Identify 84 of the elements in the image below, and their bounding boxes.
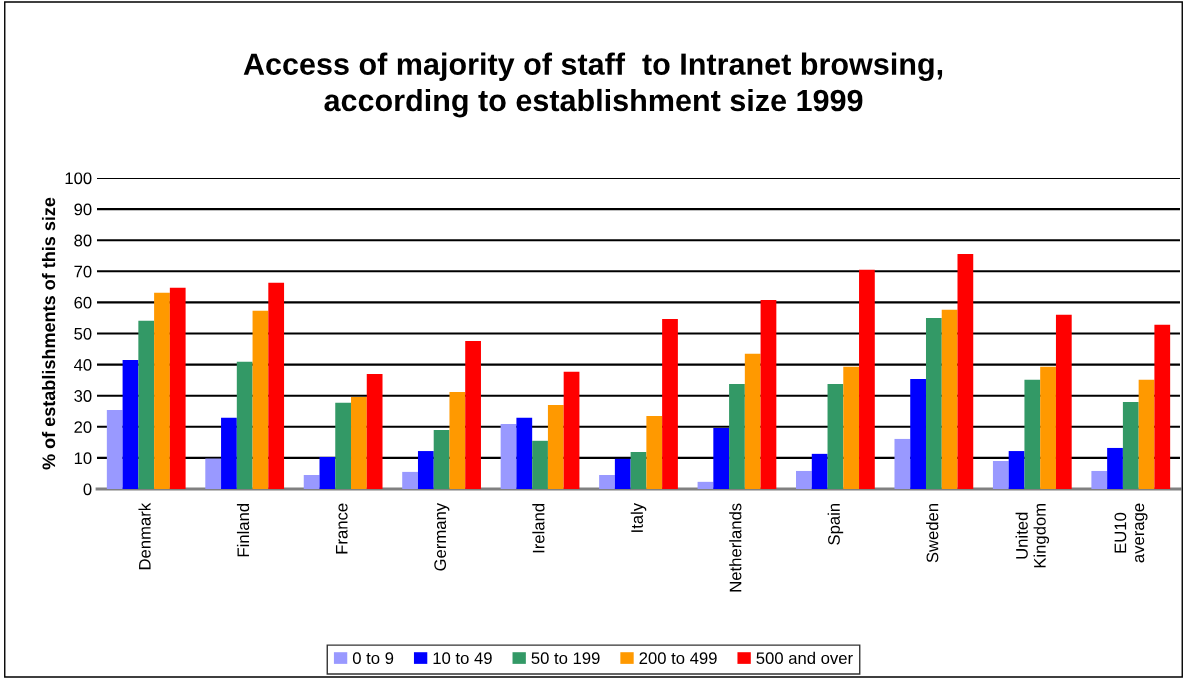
bar bbox=[169, 287, 186, 489]
legend-label: 200 to 499 bbox=[639, 652, 717, 665]
bar bbox=[957, 253, 974, 489]
bar bbox=[547, 405, 564, 489]
legend-label: 0 to 9 bbox=[352, 652, 394, 665]
bar bbox=[319, 456, 336, 489]
bar bbox=[236, 361, 253, 489]
bar bbox=[138, 320, 155, 489]
bar bbox=[563, 371, 580, 489]
bar bbox=[449, 391, 466, 489]
bar bbox=[154, 292, 170, 489]
legend-label: 500 and over bbox=[756, 651, 853, 665]
bar bbox=[910, 378, 926, 489]
y-tick-label: 30 bbox=[74, 390, 92, 402]
legend-label: 10 to 49 bbox=[433, 652, 492, 665]
y-axis-title: % of establishments of this size bbox=[41, 197, 56, 470]
bar bbox=[465, 340, 481, 489]
x-tick-label: Sweden bbox=[926, 503, 939, 563]
y-tick-label: 10 bbox=[74, 452, 92, 465]
bar bbox=[1138, 379, 1155, 489]
bar bbox=[662, 318, 678, 489]
x-tick-label: Italy bbox=[630, 502, 647, 532]
bar bbox=[303, 475, 320, 489]
x-tick-label: EU10 average bbox=[1114, 503, 1148, 563]
bar bbox=[106, 410, 123, 489]
bar bbox=[1008, 451, 1025, 489]
bar bbox=[500, 424, 517, 489]
bar bbox=[599, 475, 615, 489]
bar bbox=[122, 359, 139, 489]
bar bbox=[646, 415, 663, 489]
bar bbox=[335, 402, 352, 489]
bar bbox=[744, 353, 761, 489]
bar bbox=[252, 310, 269, 489]
bar bbox=[941, 309, 958, 489]
x-tick-label: Spain bbox=[827, 503, 844, 545]
y-tick-label: 70 bbox=[74, 265, 92, 278]
y-tick-label: 20 bbox=[74, 421, 92, 433]
bar bbox=[614, 458, 631, 489]
bar bbox=[1040, 366, 1056, 489]
y-tick-label: 100 bbox=[65, 172, 92, 185]
x-tick-label: Netherlands bbox=[729, 503, 742, 592]
bar bbox=[1055, 314, 1072, 489]
bar bbox=[532, 440, 548, 489]
x-tick-label: Germany bbox=[434, 502, 450, 571]
bar bbox=[811, 453, 828, 489]
bar bbox=[351, 396, 367, 489]
bar bbox=[992, 461, 1009, 489]
bar bbox=[729, 383, 745, 489]
bar bbox=[366, 373, 383, 489]
y-tick-label: 0 bbox=[83, 483, 92, 496]
chart-title: Access of majority of staff to Intranet browsing, according to establishment size 1999 bbox=[243, 52, 943, 118]
bar bbox=[925, 317, 942, 489]
y-tick-label: 90 bbox=[74, 203, 92, 216]
bar bbox=[843, 366, 860, 489]
y-tick-label: 80 bbox=[74, 234, 92, 247]
y-tick-label: 60 bbox=[74, 296, 92, 309]
bar bbox=[894, 438, 911, 489]
bar bbox=[221, 417, 237, 489]
x-tick-label: Denmark bbox=[138, 502, 151, 570]
y-tick-label: 40 bbox=[73, 359, 92, 371]
x-tick-label: Finland bbox=[236, 503, 250, 557]
bar bbox=[417, 451, 434, 489]
bar bbox=[859, 269, 875, 489]
x-tick-label: Ireland bbox=[532, 503, 545, 553]
x-tick-label: United Kingdom bbox=[1015, 503, 1050, 568]
bar bbox=[433, 429, 450, 489]
bar bbox=[402, 471, 418, 489]
x-tick-label: France bbox=[335, 503, 348, 554]
bar bbox=[796, 470, 812, 489]
y-tick-label: 50 bbox=[74, 327, 92, 340]
bar bbox=[1154, 324, 1171, 489]
bar bbox=[205, 458, 222, 489]
bar bbox=[268, 282, 285, 489]
bar bbox=[1091, 470, 1108, 489]
bar bbox=[697, 481, 714, 489]
bar bbox=[827, 383, 844, 489]
bar bbox=[1122, 401, 1139, 489]
bar bbox=[630, 451, 647, 489]
bar bbox=[516, 417, 533, 489]
bar bbox=[760, 299, 777, 489]
bar bbox=[1024, 379, 1041, 489]
bar bbox=[1107, 447, 1123, 489]
bar bbox=[713, 428, 730, 489]
legend-label: 50 to 199 bbox=[531, 652, 600, 665]
